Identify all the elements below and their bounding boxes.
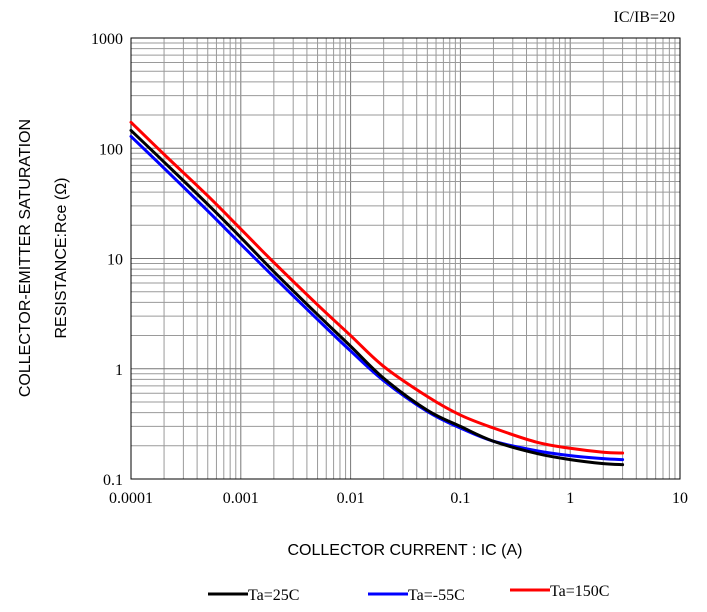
- y-tick-label: 10: [107, 252, 123, 269]
- legend-label: Ta=-55C: [408, 587, 465, 604]
- condition-annotation: IC/IB=20: [614, 9, 675, 26]
- legend-label: Ta=150C: [550, 583, 609, 600]
- y-tick-label: 1: [115, 362, 123, 379]
- x-tick-label: 0.0001: [109, 490, 153, 507]
- legend-label: Ta=25C: [248, 587, 299, 604]
- y-tick-label: 1000: [91, 31, 123, 48]
- series-line-ta-25c: [129, 128, 625, 467]
- x-tick-label: 0.01: [337, 490, 365, 507]
- x-tick-label: 0.001: [223, 490, 259, 507]
- series-line-ta-150c: [129, 120, 625, 455]
- series-line-ta-55c: [129, 134, 625, 462]
- series-group: [129, 120, 625, 467]
- x-tick-label: 1: [566, 490, 574, 507]
- plot-frame: [130, 37, 681, 480]
- x-tick-label: 0.1: [450, 490, 470, 507]
- x-tick-label: 10: [672, 490, 688, 507]
- legend: Ta=25C Ta=-55C Ta=150C: [208, 583, 609, 604]
- grid: [130, 38, 680, 480]
- x-axis-label: COLLECTOR CURRENT : IC (A): [288, 542, 523, 559]
- y-axis-label-line2: RESISTANCE:Rce (Ω): [53, 177, 70, 338]
- x-tick-labels: 0.0001 0.001 0.01 0.1 1 10: [109, 490, 688, 507]
- y-axis-label-line1: COLLECTOR-EMITTER SATURATION: [17, 119, 34, 397]
- y-tick-labels: 0.1 1 10 100 1000: [91, 31, 123, 489]
- y-tick-label: 0.1: [103, 472, 123, 489]
- y-tick-label: 100: [99, 141, 123, 158]
